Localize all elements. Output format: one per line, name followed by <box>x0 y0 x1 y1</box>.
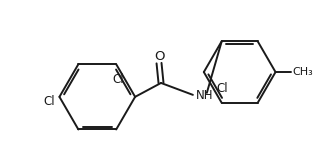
Text: NH: NH <box>196 89 214 102</box>
Text: O: O <box>154 50 164 63</box>
Text: Cl: Cl <box>113 73 124 86</box>
Text: CH₃: CH₃ <box>292 67 313 77</box>
Text: Cl: Cl <box>44 95 55 108</box>
Text: Cl: Cl <box>216 82 228 95</box>
